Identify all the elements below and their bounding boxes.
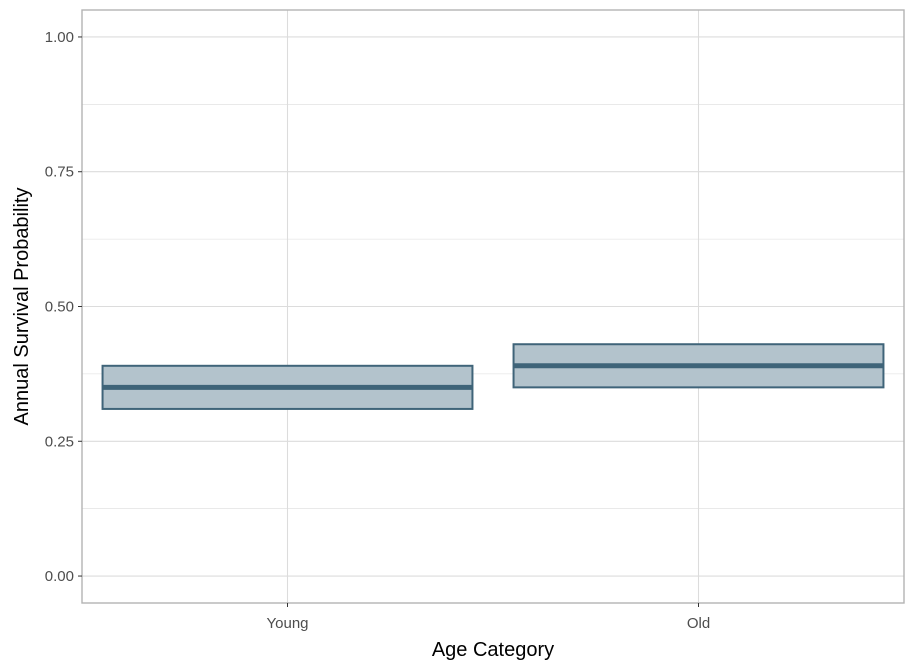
major-gridlines [82, 10, 904, 603]
y-axis-ticks: 0.00 0.25 0.50 0.75 1.00 [45, 29, 82, 585]
x-tick-label: Old [687, 615, 710, 632]
y-tick-label: 0.25 [45, 433, 74, 450]
crossbars [101, 343, 885, 410]
y-tick-label: 0.75 [45, 164, 74, 181]
x-axis-title: Age Category [432, 639, 554, 661]
y-tick-label: 1.00 [45, 29, 74, 46]
y-tick-label: 0.50 [45, 299, 74, 316]
y-axis-title: Annual Survival Probability [11, 188, 33, 426]
y-tick-label: 0.00 [45, 568, 74, 585]
x-tick-label: Young [267, 615, 309, 632]
x-axis-ticks: Young Old [267, 603, 710, 632]
